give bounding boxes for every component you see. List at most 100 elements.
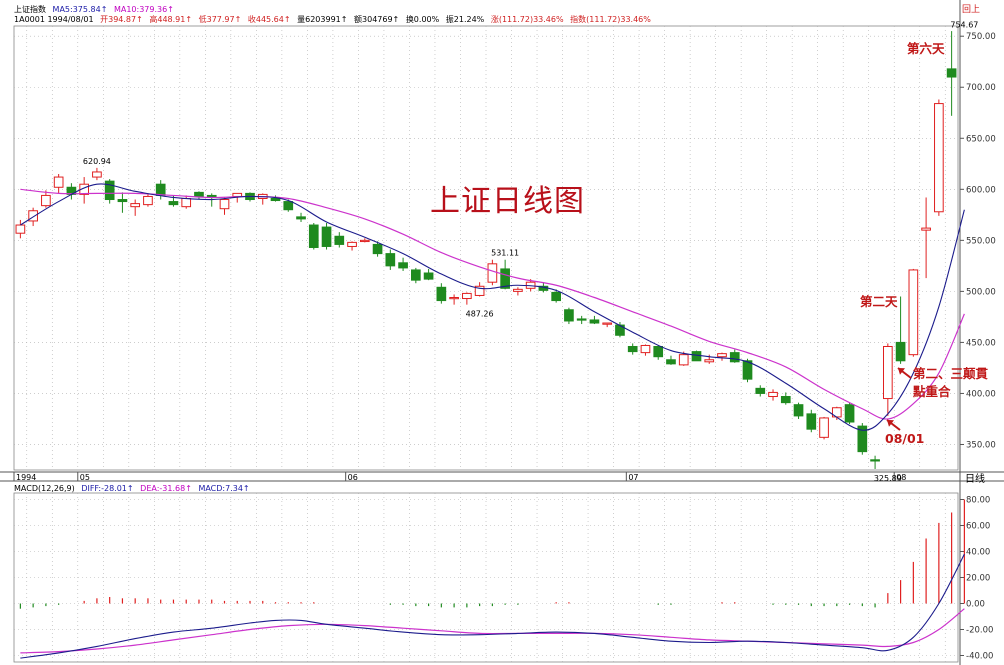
candle-down bbox=[436, 286, 447, 302]
price-axis-tick-label: 500.00 bbox=[966, 287, 996, 297]
candle-down bbox=[308, 224, 319, 248]
arrow-day23-head bbox=[898, 368, 905, 375]
annotation-day23-line1: 第二、三颠貫 bbox=[913, 366, 989, 381]
date-axis-label: 06 bbox=[348, 473, 358, 482]
period-label[interactable]: 日线 bbox=[965, 474, 985, 485]
candle-up bbox=[640, 344, 651, 354]
candle-up bbox=[921, 227, 931, 231]
candle-down bbox=[385, 253, 396, 267]
candle-up bbox=[449, 297, 459, 300]
macd-axis-tick-label: 40.00 bbox=[966, 548, 990, 558]
candle-down bbox=[806, 413, 817, 430]
return-button[interactable]: 回上 bbox=[962, 5, 981, 15]
candle-down bbox=[627, 345, 638, 353]
index-name: 上证指数 bbox=[14, 5, 46, 14]
candle-up bbox=[15, 224, 26, 234]
candle-up bbox=[678, 354, 689, 366]
candle-down bbox=[423, 272, 434, 280]
change-readout: 涨(111.72)33.46% bbox=[490, 15, 564, 24]
annotation-day2: 第二天 bbox=[860, 294, 898, 309]
annotation-day6: 第六天 bbox=[907, 41, 945, 56]
indicator-header-row: 上证指数 MA5:375.84↑ MA10:379.36↑ bbox=[14, 5, 178, 15]
candle-down bbox=[372, 243, 383, 255]
candle-up bbox=[883, 345, 893, 400]
index-change-readout: 指数(111.72)33.46% bbox=[570, 15, 651, 24]
candle-down bbox=[334, 235, 345, 245]
candle-up bbox=[79, 183, 89, 195]
candle-up bbox=[474, 285, 485, 296]
candle-up bbox=[462, 292, 472, 300]
date-axis-label: 07 bbox=[628, 473, 638, 482]
candle-up bbox=[53, 176, 64, 188]
candle-up bbox=[359, 239, 370, 243]
candle-down bbox=[321, 226, 332, 247]
price-axis-tick-label: 550.00 bbox=[966, 236, 996, 246]
candle-down bbox=[691, 351, 702, 362]
candle-down bbox=[104, 180, 115, 201]
diff-line bbox=[20, 553, 965, 659]
candle-down bbox=[653, 345, 664, 358]
macd-axis-tick-label: -20.00 bbox=[966, 626, 993, 636]
arrow-0801-head bbox=[887, 420, 894, 427]
candle-down bbox=[500, 268, 510, 289]
candle-down bbox=[398, 262, 408, 269]
candle-down bbox=[857, 425, 868, 453]
candle-down bbox=[742, 360, 753, 380]
candle-down bbox=[155, 183, 166, 196]
price-axis-tick-label: 650.00 bbox=[966, 134, 996, 144]
candle-down bbox=[117, 199, 128, 203]
candle-down bbox=[870, 459, 880, 462]
candle-down bbox=[729, 352, 740, 363]
price-extreme-label: 620.94 bbox=[83, 157, 111, 166]
open-readout: 开394.87↑ bbox=[100, 15, 143, 24]
candle-up bbox=[92, 171, 102, 178]
price-extreme-label: 754.67 bbox=[950, 20, 978, 29]
candle-down bbox=[793, 404, 804, 417]
price-axis-tick-label: 750.00 bbox=[966, 32, 996, 42]
candle-down bbox=[946, 68, 957, 78]
candle-up bbox=[219, 199, 230, 210]
high-readout: 高448.91↑ bbox=[149, 15, 193, 24]
candle-down bbox=[666, 359, 676, 365]
candle-up bbox=[487, 263, 498, 283]
candle-down bbox=[296, 216, 306, 220]
candle-down bbox=[194, 191, 204, 197]
macd-name: MACD(12,26,9) bbox=[14, 484, 75, 493]
candle-down bbox=[755, 387, 766, 394]
price-extreme-label: 487.26 bbox=[466, 309, 494, 318]
amount-readout: 额304769↑ bbox=[354, 15, 400, 24]
candle-up bbox=[130, 203, 141, 208]
diff-readout: DIFF:-28.01↑ bbox=[81, 484, 134, 493]
candle-down bbox=[283, 201, 294, 211]
candle-up bbox=[934, 103, 944, 213]
candle-up bbox=[513, 288, 523, 292]
candle-up bbox=[819, 417, 829, 438]
volume-readout: 量6203991↑ bbox=[297, 15, 348, 24]
low-readout: 低377.97↑ bbox=[198, 15, 242, 24]
date-axis-label: 05 bbox=[80, 473, 90, 482]
ma10-readout: MA10:379.36↑ bbox=[113, 5, 174, 14]
close-readout: 收445.64↑ bbox=[247, 15, 291, 24]
overlay-title: 上证日线图 bbox=[430, 184, 585, 219]
candle-down bbox=[780, 396, 791, 404]
candle-up bbox=[602, 322, 613, 325]
candle-up bbox=[181, 197, 192, 208]
candle-down bbox=[895, 341, 906, 362]
macd-axis-tick-label: 60.00 bbox=[966, 522, 990, 532]
annotation-day23-line2: 點重合 bbox=[913, 384, 951, 399]
ma10-line bbox=[20, 188, 965, 420]
macd-axis-tick-label: 0.00 bbox=[966, 600, 985, 610]
candle-up bbox=[717, 353, 727, 358]
candle-up bbox=[28, 210, 38, 222]
macd-header-row: MACD(12,26,9) DIFF:-28.01↑ DEA:-31.68↑ M… bbox=[14, 484, 254, 494]
candle-up bbox=[347, 241, 357, 247]
price-extreme-label: 531.11 bbox=[491, 249, 519, 258]
date-axis-label: 08 bbox=[896, 473, 906, 482]
candle-down bbox=[844, 404, 855, 423]
ma5-readout: MA5:375.84↑ bbox=[52, 5, 108, 14]
price-axis-tick-label: 450.00 bbox=[966, 338, 996, 348]
dea-line bbox=[20, 608, 965, 654]
date-axis-label: 1994 bbox=[16, 473, 36, 482]
candle-down bbox=[270, 197, 281, 202]
